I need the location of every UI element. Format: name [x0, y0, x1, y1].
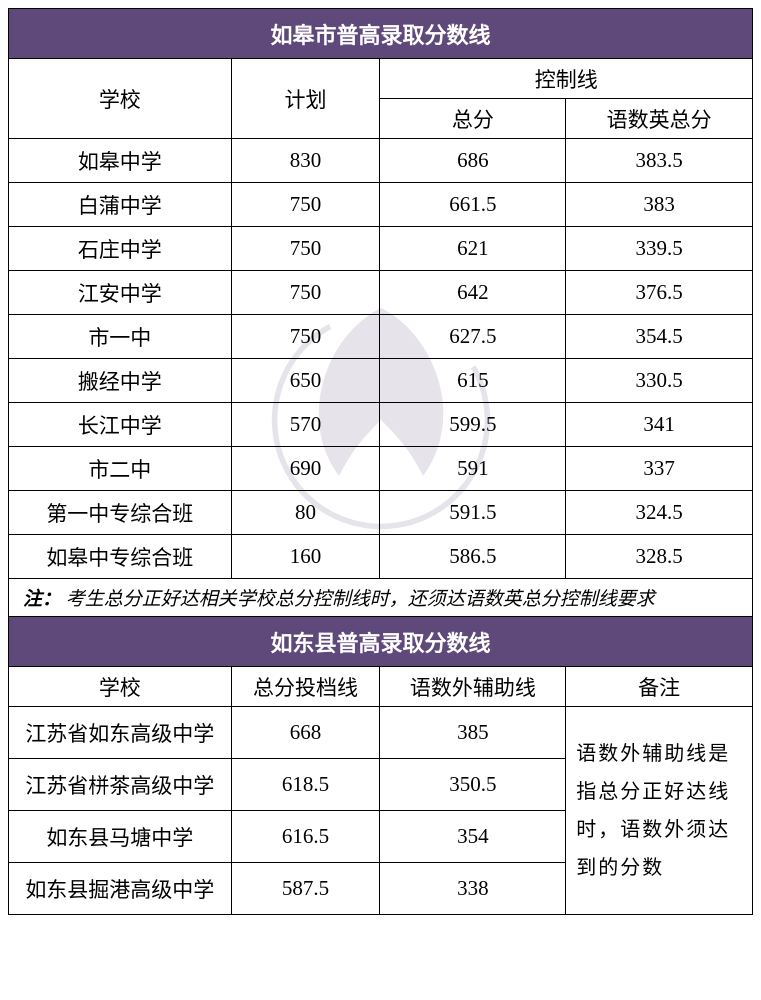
cell-total: 599.5 — [380, 403, 566, 447]
cell-total: 615 — [380, 359, 566, 403]
cell-cme: 337 — [566, 447, 753, 491]
table1-note: 注： 考生总分正好达相关学校总分控制线时，还须达语数英总分控制线要求 — [9, 579, 753, 617]
cell-total: 591.5 — [380, 491, 566, 535]
table-row: 市一中 750 627.5 354.5 — [9, 315, 753, 359]
table1-title: 如皋市普高录取分数线 — [9, 9, 753, 59]
col-plan: 计划 — [231, 59, 380, 139]
col2-school: 学校 — [9, 667, 232, 707]
table-row: 江安中学 750 642 376.5 — [9, 271, 753, 315]
note-text: 考生总分正好达相关学校总分控制线时，还须达语数英总分控制线要求 — [66, 589, 655, 610]
cell-total: 668 — [231, 707, 380, 759]
col2-total-file: 总分投档线 — [231, 667, 380, 707]
cell-plan: 160 — [231, 535, 380, 579]
cell-total: 616.5 — [231, 811, 380, 863]
cell-plan: 690 — [231, 447, 380, 491]
remark-text: 语数外辅助线是指总分正好达线时，语数外须达到的分数 — [566, 707, 753, 915]
table2-title: 如东县普高录取分数线 — [9, 617, 753, 667]
cell-aux: 338 — [380, 863, 566, 915]
table-row: 第一中专综合班 80 591.5 324.5 — [9, 491, 753, 535]
score-table-rugao: 如皋市普高录取分数线 学校 计划 控制线 总分 语数英总分 如皋中学 830 6… — [8, 8, 753, 915]
note-label: 注： — [23, 589, 61, 610]
cell-school: 江苏省如东高级中学 — [9, 707, 232, 759]
table-row: 搬经中学 650 615 330.5 — [9, 359, 753, 403]
col-school: 学校 — [9, 59, 232, 139]
table-row: 市二中 690 591 337 — [9, 447, 753, 491]
cell-plan: 650 — [231, 359, 380, 403]
table-row: 长江中学 570 599.5 341 — [9, 403, 753, 447]
cell-school: 第一中专综合班 — [9, 491, 232, 535]
table-row: 白蒲中学 750 661.5 383 — [9, 183, 753, 227]
cell-school: 如东县马塘中学 — [9, 811, 232, 863]
cell-total: 618.5 — [231, 759, 380, 811]
cell-total: 627.5 — [380, 315, 566, 359]
cell-cme: 328.5 — [566, 535, 753, 579]
cell-plan: 80 — [231, 491, 380, 535]
cell-school: 江苏省栟茶高级中学 — [9, 759, 232, 811]
cell-school: 长江中学 — [9, 403, 232, 447]
cell-total: 621 — [380, 227, 566, 271]
cell-total: 642 — [380, 271, 566, 315]
cell-school: 石庄中学 — [9, 227, 232, 271]
cell-total: 686 — [380, 139, 566, 183]
cell-school: 如皋中学 — [9, 139, 232, 183]
cell-total: 586.5 — [380, 535, 566, 579]
cell-cme: 339.5 — [566, 227, 753, 271]
cell-aux: 354 — [380, 811, 566, 863]
col2-remark: 备注 — [566, 667, 753, 707]
cell-school: 白蒲中学 — [9, 183, 232, 227]
table-row: 如皋中专综合班 160 586.5 328.5 — [9, 535, 753, 579]
table-row: 石庄中学 750 621 339.5 — [9, 227, 753, 271]
cell-cme: 341 — [566, 403, 753, 447]
col-total-score: 总分 — [380, 99, 566, 139]
cell-total: 591 — [380, 447, 566, 491]
cell-cme: 330.5 — [566, 359, 753, 403]
col-control-line: 控制线 — [380, 59, 753, 99]
col-cme-total: 语数英总分 — [566, 99, 753, 139]
cell-plan: 750 — [231, 315, 380, 359]
cell-school: 如皋中专综合班 — [9, 535, 232, 579]
cell-school: 如东县掘港高级中学 — [9, 863, 232, 915]
cell-cme: 383.5 — [566, 139, 753, 183]
cell-aux: 350.5 — [380, 759, 566, 811]
cell-cme: 324.5 — [566, 491, 753, 535]
cell-school: 市二中 — [9, 447, 232, 491]
table-row: 江苏省如东高级中学 668 385 语数外辅助线是指总分正好达线时，语数外须达到… — [9, 707, 753, 759]
cell-total: 661.5 — [380, 183, 566, 227]
cell-cme: 376.5 — [566, 271, 753, 315]
cell-school: 市一中 — [9, 315, 232, 359]
cell-aux: 385 — [380, 707, 566, 759]
cell-cme: 383 — [566, 183, 753, 227]
cell-plan: 750 — [231, 271, 380, 315]
cell-school: 江安中学 — [9, 271, 232, 315]
table-row: 如皋中学 830 686 383.5 — [9, 139, 753, 183]
cell-school: 搬经中学 — [9, 359, 232, 403]
cell-plan: 570 — [231, 403, 380, 447]
cell-plan: 750 — [231, 183, 380, 227]
cell-cme: 354.5 — [566, 315, 753, 359]
col2-aux-line: 语数外辅助线 — [380, 667, 566, 707]
cell-plan: 830 — [231, 139, 380, 183]
cell-plan: 750 — [231, 227, 380, 271]
cell-total: 587.5 — [231, 863, 380, 915]
